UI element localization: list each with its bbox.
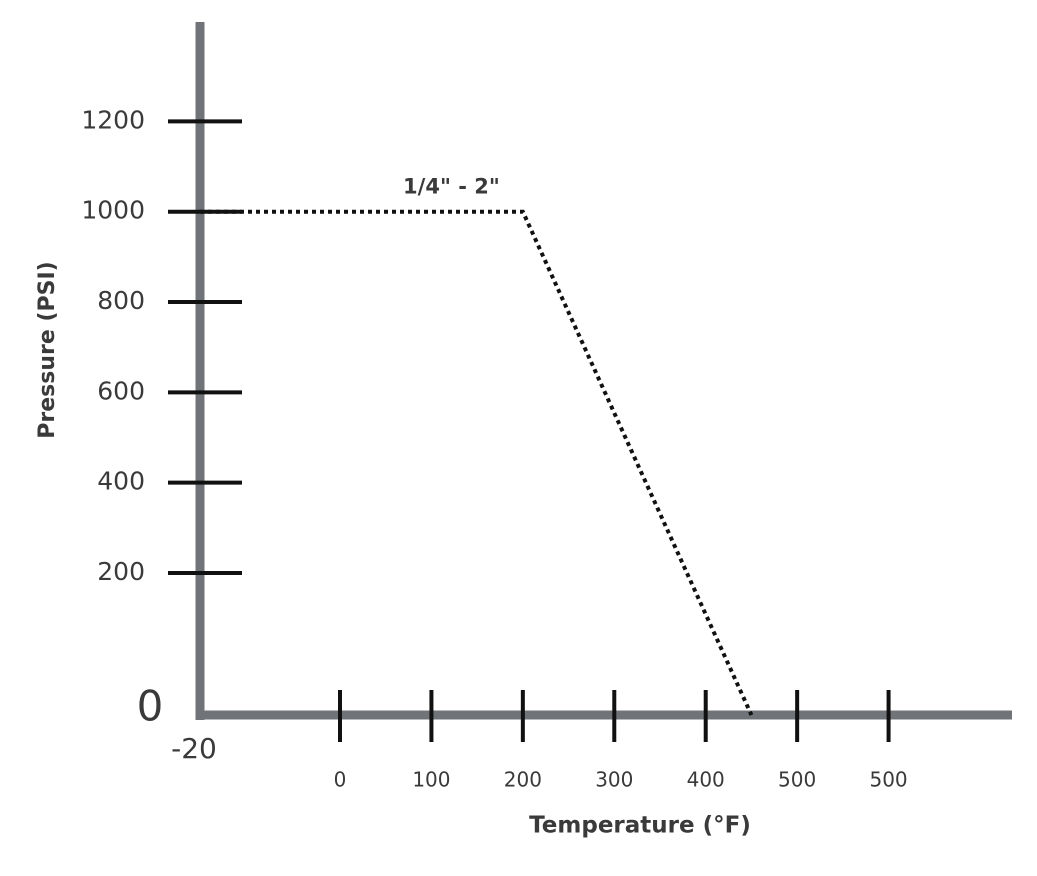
y-tick-label: 1200 bbox=[81, 105, 145, 134]
y-tick-label: 600 bbox=[97, 376, 145, 405]
y-tick-label: 0 bbox=[137, 682, 164, 731]
x-tick-label: 200 bbox=[504, 768, 542, 792]
y-tick-label: 200 bbox=[97, 557, 145, 586]
x-tick-label: 500 bbox=[778, 768, 816, 792]
series-line bbox=[200, 209, 754, 716]
y-tick-label: 400 bbox=[97, 467, 145, 496]
x-tick-label: 100 bbox=[412, 768, 450, 792]
x-tick-label: -20 bbox=[171, 732, 217, 765]
x-tick-label: 0 bbox=[334, 768, 347, 792]
y-tick-label: 800 bbox=[97, 286, 145, 315]
x-tick-label: 400 bbox=[687, 768, 725, 792]
y-tick-label: 1000 bbox=[81, 196, 145, 225]
x-tick-label: 300 bbox=[595, 768, 633, 792]
y-axis-title: Pressure (PSI) bbox=[35, 261, 60, 438]
x-tick-label: 500 bbox=[869, 768, 907, 792]
series-label: 1/4" - 2" bbox=[403, 175, 500, 199]
x-axis-title: Temperature (°F) bbox=[529, 813, 751, 839]
